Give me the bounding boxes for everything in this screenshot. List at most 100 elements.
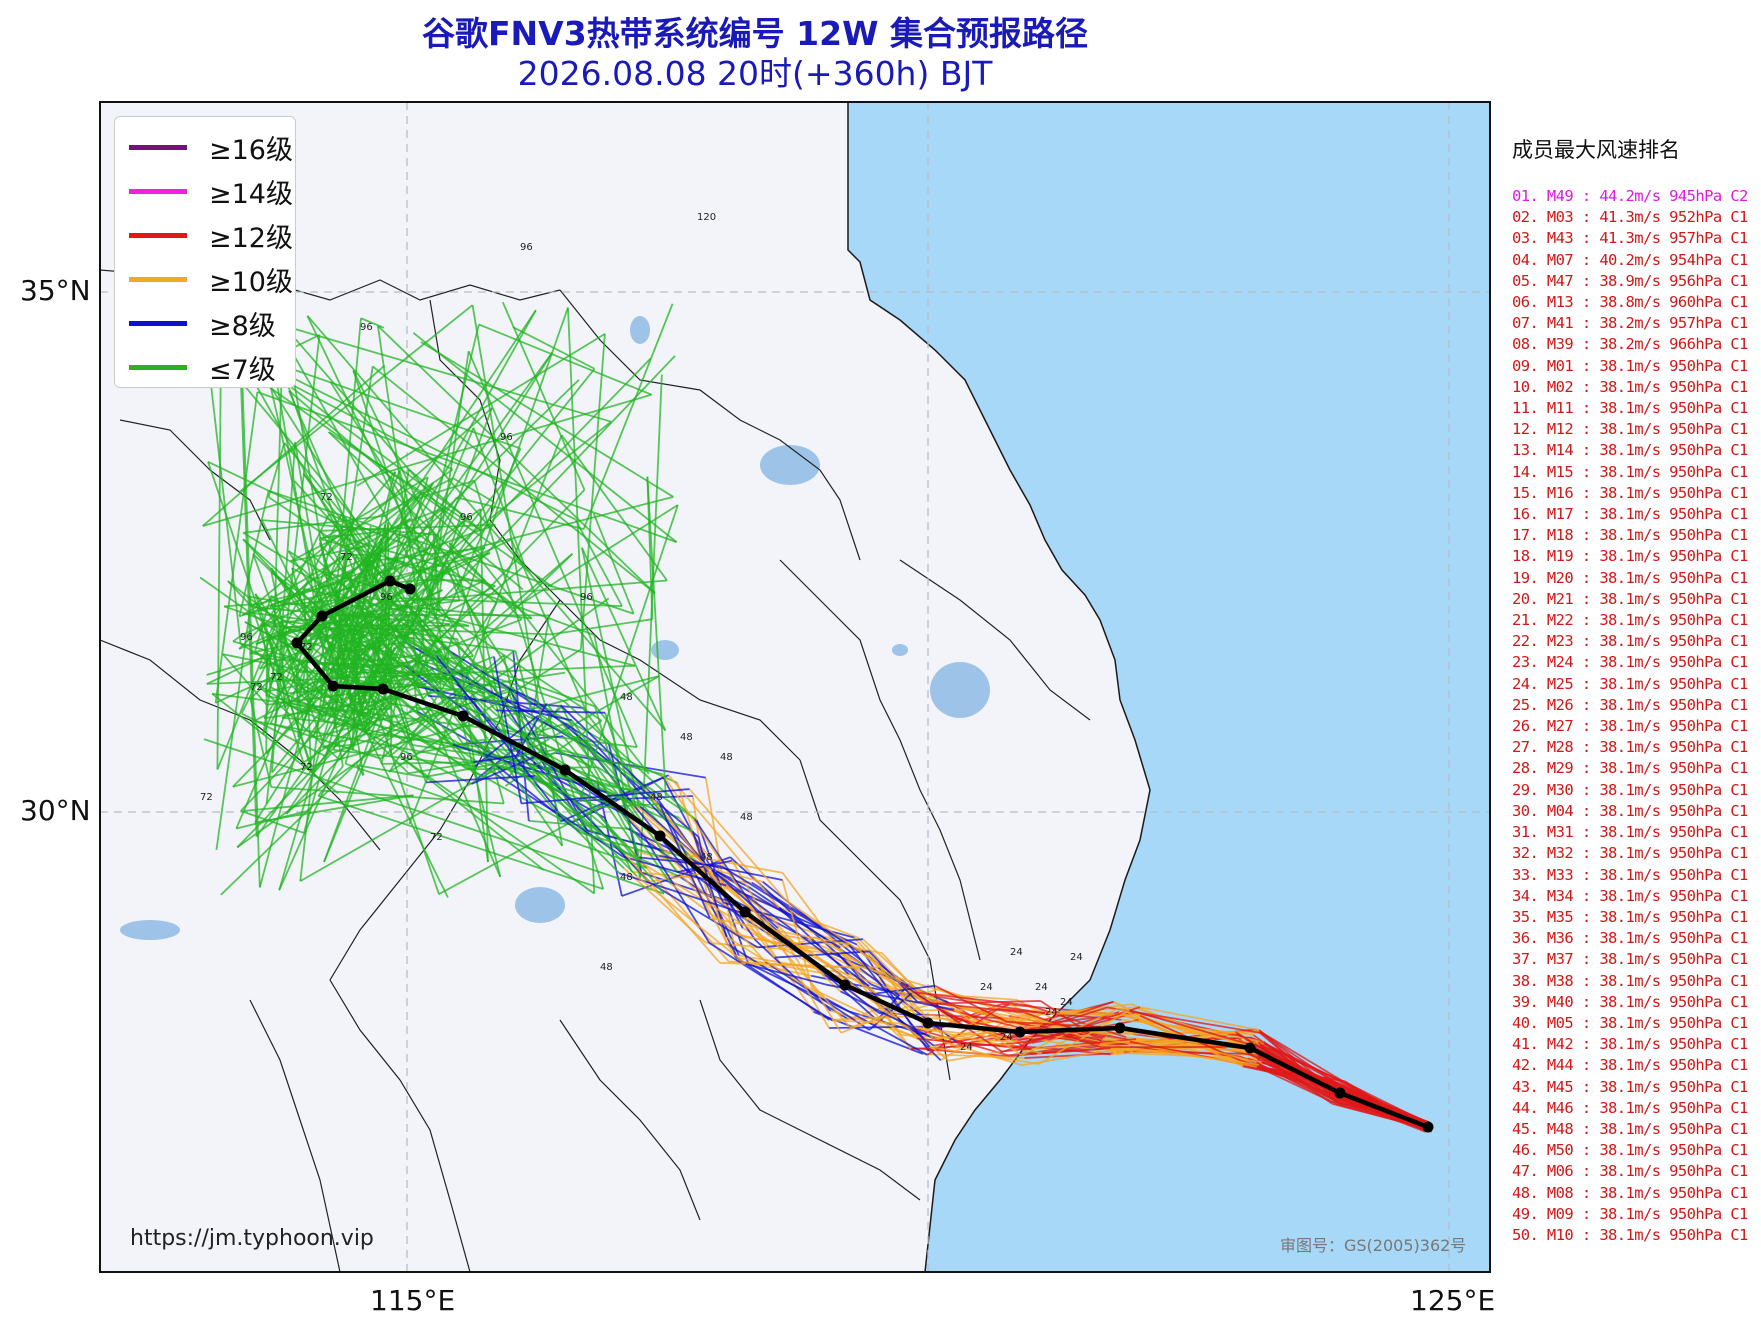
ranking-item: 07. M41 : 38.2m/s 957hPa C1	[1512, 314, 1748, 333]
member-track-segment	[781, 872, 851, 965]
member-track-segment	[557, 748, 663, 776]
ranking-item: 03. M43 : 41.3m/s 957hPa C1	[1512, 229, 1748, 248]
legend-swatch	[129, 364, 187, 370]
member-track-segment	[333, 749, 476, 768]
ranking-item: 47. M06 : 38.1m/s 950hPa C1	[1512, 1162, 1748, 1181]
lake	[760, 445, 820, 485]
member-track-segment	[485, 756, 581, 834]
member-track-segment	[249, 623, 380, 654]
mean-track-point	[559, 764, 571, 776]
member-track-segment	[726, 943, 849, 1021]
ranking-item: 36. M36 : 38.1m/s 950hPa C1	[1512, 929, 1748, 948]
member-track-segment	[709, 917, 850, 946]
member-track-segment	[518, 754, 638, 877]
legend-swatch	[129, 188, 187, 194]
ranking-item: 34. M34 : 38.1m/s 950hPa C1	[1512, 886, 1748, 905]
member-track-segment	[1129, 1009, 1264, 1050]
sea-area	[847, 102, 1490, 1272]
member-track-segment	[238, 490, 270, 617]
member-track-segment	[473, 663, 596, 708]
member-track-segment	[571, 719, 678, 873]
member-track-segment	[1259, 1030, 1345, 1083]
boundary	[699, 999, 921, 1201]
member-track-segment	[862, 938, 960, 1030]
member-track-segment	[252, 606, 451, 625]
ranking-item: 14. M15 : 38.1m/s 950hPa C1	[1512, 462, 1748, 481]
mean-track-point	[1244, 1042, 1256, 1054]
member-track-segment	[1252, 1046, 1348, 1090]
forecast-hour-label: 24	[1060, 997, 1073, 1008]
source-url: https://jm.typhoon.vip	[130, 1226, 374, 1251]
lake	[630, 316, 650, 344]
member-track-segment	[302, 473, 563, 847]
member-track-segment	[708, 942, 834, 1022]
member-track-segment	[534, 775, 627, 856]
mean-track-point	[327, 680, 339, 692]
member-track-segment	[386, 532, 401, 549]
member-track-segment	[260, 622, 326, 722]
member-track-segment	[726, 936, 827, 1000]
forecast-hour-label: 96	[520, 242, 533, 253]
member-track-segment	[661, 773, 781, 951]
member-track-segment	[1264, 1042, 1345, 1084]
member-track-segment	[280, 636, 286, 708]
boundary	[559, 289, 861, 561]
mean-track-point	[316, 610, 328, 622]
legend-item: ≥10级	[129, 259, 293, 299]
member-track-segment	[1044, 1012, 1141, 1017]
lakes	[120, 316, 990, 940]
member-track-segment	[401, 757, 545, 871]
member-track-segment	[646, 476, 667, 799]
member-track-segment	[243, 794, 414, 812]
member-track-segment	[254, 720, 657, 796]
ranking-list: 01. M49 : 44.2m/s 945hPa C2 02. M03 : 41.…	[1512, 186, 1757, 1246]
member-track-segment	[399, 532, 498, 604]
member-track-segment	[912, 991, 1029, 1007]
member-track-segment	[721, 865, 861, 953]
member-track-segment	[413, 610, 497, 712]
member-track-segment	[933, 1000, 1041, 1005]
member-track-segment	[562, 700, 696, 820]
member-track-segment	[900, 982, 1003, 1053]
ranking-item: 02. M03 : 41.3m/s 952hPa C1	[1512, 208, 1748, 227]
member-track-segment	[559, 704, 660, 802]
lake	[515, 887, 565, 923]
member-track-segment	[328, 431, 482, 531]
member-track-segment	[644, 787, 776, 959]
ranking-item: 19. M20 : 38.1m/s 950hPa C1	[1512, 568, 1748, 587]
ranking-item: 21. M22 : 38.1m/s 950hPa C1	[1512, 611, 1748, 630]
member-track-segment	[360, 317, 385, 329]
mean-track-point	[1014, 1026, 1026, 1038]
ranking-item: 28. M29 : 38.1m/s 950hPa C1	[1512, 759, 1748, 778]
ranking-item: 44. M46 : 38.1m/s 950hPa C1	[1512, 1098, 1748, 1117]
map-subtitle: 2026.08.08 20时(+360h) BJT	[517, 54, 993, 93]
forecast-hour-label: 96	[500, 432, 513, 443]
member-track-segment	[452, 477, 495, 503]
ranking-item: 01. M49 : 44.2m/s 945hPa C2	[1512, 187, 1748, 205]
mean-track-point	[377, 683, 389, 695]
member-track-segment	[1024, 1052, 1113, 1059]
member-track-segment	[313, 702, 444, 739]
member-track-segment	[512, 326, 595, 370]
member-track-segment	[670, 883, 740, 936]
mean-track-point	[739, 906, 751, 918]
member-track-segment	[933, 995, 1046, 1015]
legend-label: ≥10级	[209, 266, 293, 298]
mean-track-point	[839, 979, 851, 991]
ranking-item: 48. M08 : 38.1m/s 950hPa C1	[1512, 1183, 1748, 1202]
member-track-segment	[510, 539, 588, 712]
legend-item: ≤7级	[129, 347, 276, 387]
member-track-segment	[204, 339, 242, 645]
member-track-segment	[1031, 1040, 1130, 1050]
member-track-segment	[340, 628, 516, 652]
member-track-segment	[242, 531, 303, 570]
ranking-item: 38. M38 : 38.1m/s 950hPa C1	[1512, 971, 1748, 990]
member-track-segment	[302, 660, 339, 715]
member-track-segment	[328, 431, 515, 610]
forecast-hour-label: 24	[1010, 947, 1023, 958]
forecast-hour-label: 72	[270, 672, 283, 683]
member-track-segment	[599, 803, 660, 809]
boundary	[559, 599, 801, 761]
ranking-item: 20. M21 : 38.1m/s 950hPa C1	[1512, 589, 1748, 608]
